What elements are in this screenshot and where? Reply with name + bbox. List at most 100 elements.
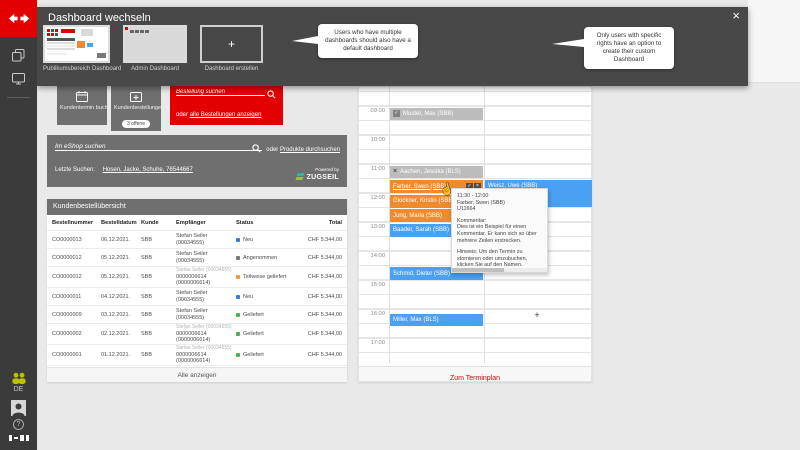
callout-tail — [552, 39, 584, 47]
table-row[interactable]: CO0000013 06.12.2021. SBB Stefan Seiler … — [47, 231, 347, 249]
tooltip-reference: U11664 — [457, 206, 476, 213]
time-label: 09:00 — [370, 108, 385, 114]
calendar-footer: Zum Terminplan — [359, 366, 591, 382]
recent-search-link[interactable]: 76544667 — [166, 167, 193, 173]
show-all-button[interactable]: Alle anzeigen — [47, 367, 347, 382]
sbb-logo[interactable] — [0, 0, 37, 37]
recent-search-link[interactable]: Jacke — [123, 167, 142, 173]
users-icon — [11, 372, 26, 384]
callout-text: Users who have multiple dashboards shoul… — [325, 29, 411, 52]
powered-by-label: Powered by — [315, 167, 339, 172]
table-row[interactable]: CO0000012 05.12.2021. SBB Stefan Seiler … — [47, 249, 347, 267]
copy-icon — [12, 48, 25, 61]
thumbnail-label: Publikumsbereich Dashboard — [43, 66, 122, 72]
dashboard-thumbnail-admin[interactable]: Admin Dashboard — [123, 25, 187, 72]
appointment-tooltip: 11:30 - 12:00 Farber, Swen (SBB) U11664 … — [451, 188, 548, 273]
status-dot — [236, 353, 240, 357]
or-label: oder — [176, 112, 189, 118]
tooltip-comment-label: Kommentar: — [457, 217, 487, 224]
table-header-row: Bestellnummer Bestelldatum Kunde Empfäng… — [47, 215, 347, 231]
calendar-event[interactable]: Miller, Max (BLS) — [390, 314, 483, 326]
dashboard-thumbnail-preview — [123, 25, 187, 63]
dashboards-nav-button[interactable] — [0, 44, 37, 66]
table-row[interactable]: CO0000002 02.12.2021. SBB Stefan Seiler … — [47, 324, 347, 345]
col-empfaenger: Empfänger — [176, 219, 206, 226]
col-total: Total — [328, 219, 342, 226]
zugseil-logo-icon — [295, 173, 305, 181]
confirm-icon[interactable] — [466, 183, 473, 190]
plus-icon: + — [227, 37, 235, 51]
status-dot — [236, 312, 240, 317]
calendar-icon — [76, 91, 88, 102]
time-label: 17:00 — [370, 340, 385, 346]
help-button[interactable] — [13, 419, 24, 430]
recent-searches-label: Letzte Suchen: — [55, 167, 96, 173]
status-dot — [236, 237, 240, 242]
zugseil-brand: ZUGSEIL — [306, 173, 339, 181]
dashboard-switch-modal: Dashboard wechseln × Publi — [37, 7, 748, 86]
tile-label: Kundentermin buchen — [60, 105, 114, 111]
profile-button[interactable] — [11, 400, 26, 416]
search-icon[interactable] — [267, 90, 276, 99]
table-row[interactable]: CO0000001 01.12.2021. SBB Stefan Seiler … — [47, 345, 347, 366]
time-label: 15:00 — [370, 282, 385, 288]
tooltip-scrollbar[interactable] — [452, 268, 547, 272]
event-name-link[interactable]: Farber, Swen (SBB) — [393, 183, 447, 190]
col-kunde: Kunde — [141, 219, 159, 226]
order-search-panel: oder alle Bestellungen anzeigen — [170, 86, 283, 125]
browse-products-link[interactable]: Produkte durchsuchen — [279, 147, 340, 153]
tile-kundenbestellungen-freigeben[interactable]: Kundenbestellungen freigeben 3 offene — [111, 86, 189, 131]
recent-search-link[interactable]: Schuhe — [142, 167, 166, 173]
dashboard-thumbnail-publikumsbereich[interactable]: Publikumsbereich Dashboard — [43, 25, 122, 72]
thumbnail-label: Admin Dashboard — [130, 66, 180, 72]
sbb-arrows-icon — [8, 13, 29, 24]
zum-terminplan-link[interactable]: Zum Terminplan — [449, 375, 501, 382]
close-icon[interactable]: × — [732, 8, 740, 23]
cancel-icon[interactable] — [474, 183, 481, 190]
status-dot — [236, 275, 240, 279]
background-strip — [748, 0, 800, 83]
eshop-search-input[interactable] — [55, 143, 262, 151]
calendar-panel: 09:00 10:00 11:00 12:00 13:00 14:00 15:0… — [358, 86, 592, 382]
calendar-plus-icon — [130, 92, 142, 102]
or-label: oder — [266, 147, 279, 153]
status-dot — [236, 255, 240, 260]
calendar-event[interactable]: Muster, Max (SBB) — [390, 107, 483, 120]
avatar-icon — [12, 403, 25, 416]
orders-overview-card: Kundenbestellübersicht Bestellnummer Bes… — [47, 199, 347, 382]
order-search-input[interactable] — [176, 89, 265, 96]
scrollbar-thumb[interactable] — [452, 268, 505, 272]
create-dashboard-button[interactable]: + Dashboard erstellen — [200, 25, 263, 72]
sidebar-divider — [7, 97, 30, 98]
col-bestellnummer: Bestellnummer — [52, 219, 94, 226]
recent-search-link[interactable]: Hosen — [103, 167, 124, 173]
tile-label: Kundenbestellungen freigeben — [114, 105, 189, 111]
table-row[interactable]: CO0000011 04.12.2021. SBB Stefan Seiler … — [47, 288, 347, 306]
language-label[interactable]: DE — [13, 386, 24, 393]
checked-icon — [393, 110, 400, 118]
add-appointment-button[interactable]: + — [534, 310, 540, 320]
calendar-event[interactable]: Aachen, Jessika (BLS) — [390, 165, 483, 178]
show-all-orders-link[interactable]: alle Bestellungen anzeigen — [189, 112, 262, 118]
time-label: 11:00 — [370, 166, 385, 172]
users-button[interactable] — [0, 367, 37, 389]
monitor-icon — [12, 73, 25, 85]
dashboard-thumbnail-preview — [43, 25, 110, 63]
footer-brand-logo — [9, 435, 29, 441]
table-row[interactable]: CO0000012 05.12.2021. SBB Stefan Seiler … — [47, 267, 347, 288]
tooltip-hint: Hinweis: Um den Termin zu stornieren ode… — [457, 249, 528, 269]
table-row[interactable]: CO0000009 03.12.2021. SBB Stefan Seiler … — [47, 306, 347, 324]
search-icon[interactable] — [252, 144, 261, 153]
eshop-search-panel: oder Produkte durchsuchen Letzte Suchen:… — [47, 135, 347, 187]
tile-kundentermin-buchen[interactable]: Kundentermin buchen — [57, 86, 114, 125]
create-dashboard-frame: + — [200, 25, 263, 63]
time-label: 10:00 — [370, 137, 385, 143]
time-label: 13:00 — [370, 224, 385, 230]
orders-title: Kundenbestellübersicht — [47, 199, 347, 215]
open-count-badge: 3 offene — [122, 120, 150, 128]
callout-bubble: Users who have multiple dashboards shoul… — [292, 24, 418, 58]
screen-nav-button[interactable] — [0, 68, 37, 90]
status-dot — [236, 332, 240, 336]
time-label: 14:00 — [370, 253, 385, 259]
